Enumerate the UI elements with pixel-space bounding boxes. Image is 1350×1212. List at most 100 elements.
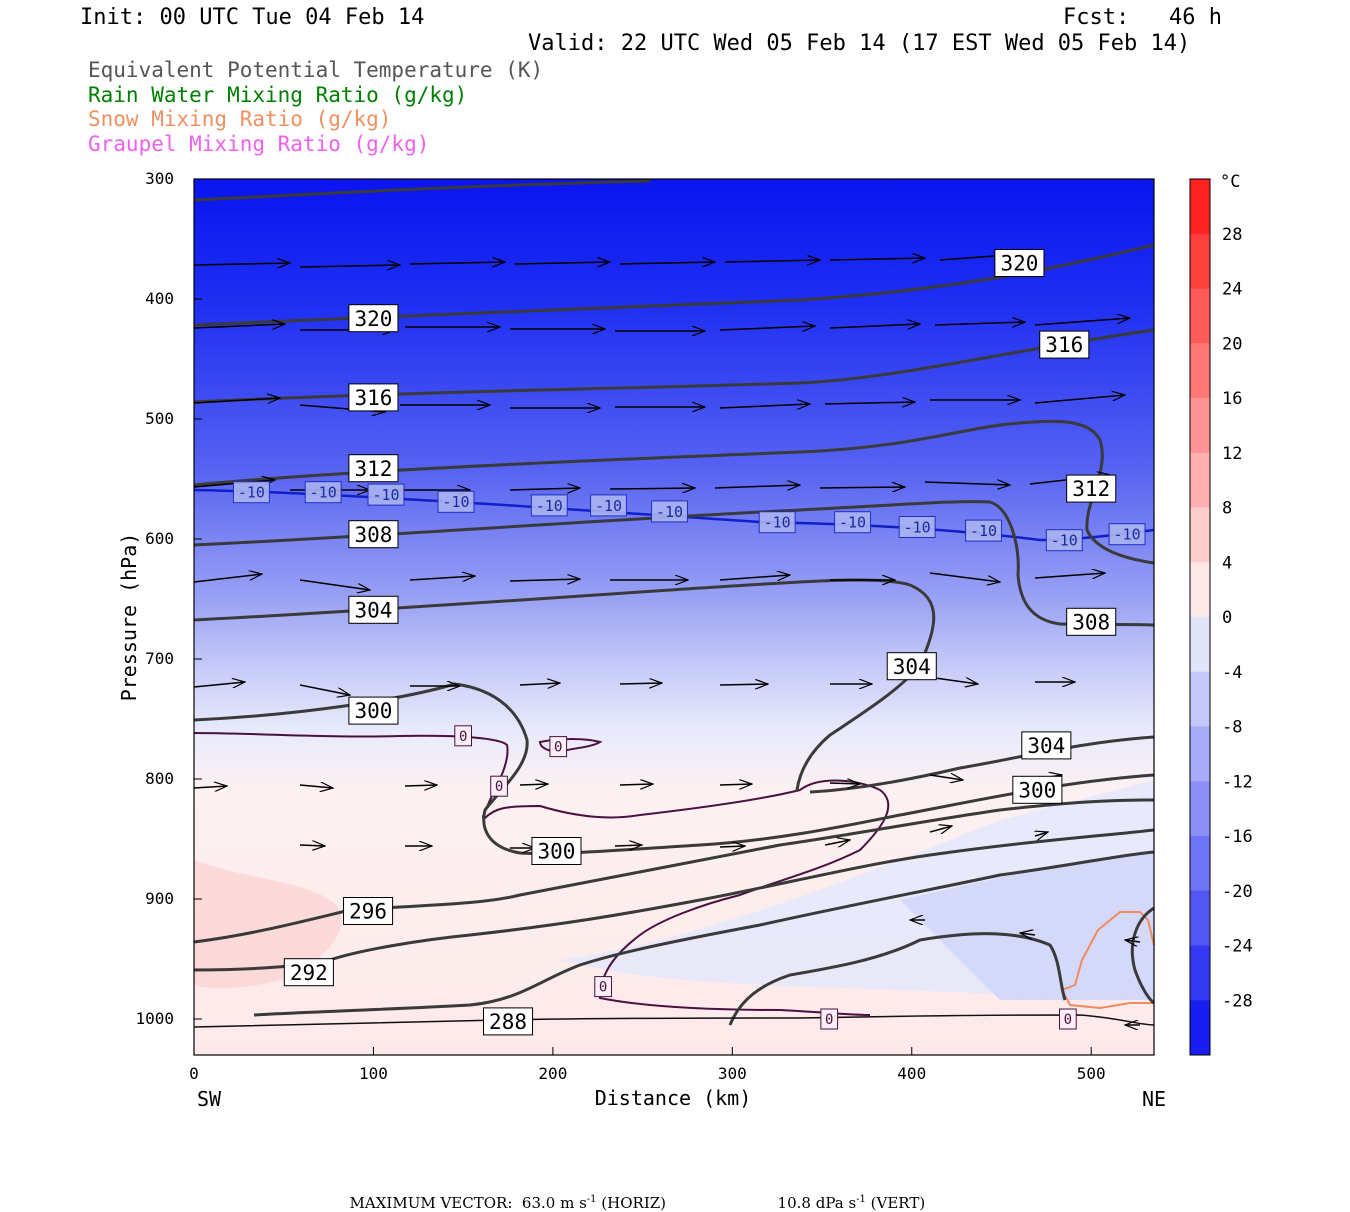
zero-isotherm-label-box bbox=[1059, 1008, 1077, 1030]
theta-e-right-edge-line bbox=[1130, 906, 1155, 1005]
wind-vector bbox=[924, 482, 1010, 485]
theta-e-label-box bbox=[482, 1007, 534, 1036]
x-tick-label: 0 bbox=[189, 1064, 199, 1083]
max-vector-text: MAXIMUM VECTOR: 63.0 m s bbox=[349, 1194, 587, 1212]
theta-e-label-box bbox=[343, 897, 394, 925]
isotherm-label-text: -10 bbox=[764, 514, 791, 532]
isotherm-label-box bbox=[965, 519, 1002, 542]
colorbar-segment bbox=[1190, 507, 1210, 563]
theta-e-label-text: 312 bbox=[354, 457, 392, 481]
theta-e-label: 304 bbox=[1021, 731, 1072, 760]
theta-e-label: 292 bbox=[283, 958, 334, 987]
isotherm-label-text: -10 bbox=[372, 486, 399, 504]
zero-isotherm-label-text: 0 bbox=[1064, 1012, 1072, 1028]
zero-isotherm-label: 0 bbox=[454, 725, 472, 747]
theta-e-lower-right-line bbox=[728, 932, 1067, 1026]
wind-vector bbox=[619, 683, 662, 684]
horiz-suffix: (HORIZ) bbox=[596, 1194, 667, 1212]
wind-vector bbox=[409, 262, 505, 264]
theta-e-label-text: 304 bbox=[893, 655, 931, 679]
zero-isotherm-label-text: 0 bbox=[459, 729, 467, 745]
colorbar-tick-label: -12 bbox=[1222, 772, 1253, 792]
theta-e-label: 312 bbox=[348, 454, 399, 483]
colorbar-tick-label: -8 bbox=[1222, 718, 1242, 738]
isotherm-label-text: -10 bbox=[238, 484, 265, 502]
isotherm-label-box bbox=[304, 481, 342, 504]
theta-e-label-box bbox=[1066, 607, 1117, 636]
isotherm-label-text: -10 bbox=[310, 484, 337, 502]
x-tick-label: 300 bbox=[718, 1064, 747, 1083]
theta-e-label-text: 304 bbox=[1027, 734, 1065, 758]
wind-vector bbox=[509, 579, 580, 581]
wind-vector bbox=[829, 258, 925, 260]
theta-e-label: 300 bbox=[1012, 775, 1063, 804]
legend-theta-e: Equivalent Potential Temperature (K) bbox=[88, 58, 544, 82]
wind-vector bbox=[719, 575, 790, 580]
zero-isotherm-label-box bbox=[549, 736, 568, 758]
colorbar-segment bbox=[1190, 179, 1210, 235]
theta-e-label: 308 bbox=[1066, 607, 1117, 636]
colorbar-segment bbox=[1190, 617, 1210, 673]
colorbar-segment bbox=[1190, 233, 1210, 289]
isotherm-label: -10 bbox=[651, 500, 688, 523]
theta-e-304-line bbox=[193, 578, 936, 791]
zero-isotherm-label-text: 0 bbox=[825, 1012, 833, 1028]
theta-e-label-box bbox=[348, 454, 399, 483]
colorbar-segment bbox=[1190, 343, 1210, 399]
wind-vector bbox=[619, 262, 715, 264]
surface-line bbox=[193, 1014, 1155, 1028]
colorbar-segment bbox=[1190, 781, 1210, 837]
x-axis-label: Distance (km) bbox=[595, 1086, 752, 1110]
theta-e-label-text: 316 bbox=[354, 386, 392, 410]
theta-e-label: 308 bbox=[348, 520, 399, 549]
theta-e-288-line bbox=[253, 850, 1155, 1017]
wind-vector bbox=[1034, 573, 1105, 578]
x-tick-label: 500 bbox=[1077, 1064, 1106, 1083]
isotherm-label: -10 bbox=[367, 483, 405, 506]
isotherm-label-box bbox=[651, 500, 688, 523]
isotherm-label-box bbox=[758, 511, 796, 534]
zero-isotherm-label: 0 bbox=[490, 775, 508, 797]
colorbar-tick-label: -20 bbox=[1222, 882, 1253, 902]
x-tick-label: 400 bbox=[897, 1064, 926, 1083]
isotherm-label-text: -10 bbox=[839, 514, 866, 532]
isotherm-label: -10 bbox=[965, 519, 1002, 542]
colorbar-tick-label: 12 bbox=[1222, 444, 1242, 464]
colorbar-segment bbox=[1190, 562, 1210, 618]
theta-e-label: 320 bbox=[994, 249, 1045, 277]
wind-vector bbox=[934, 678, 978, 684]
wind-vector bbox=[299, 785, 333, 788]
theta-e-label-box bbox=[348, 696, 399, 725]
isotherm-label-box bbox=[590, 494, 627, 517]
init-time: Init: 00 UTC Tue 04 Feb 14 bbox=[80, 5, 425, 30]
theta-e-label: 316 bbox=[348, 383, 399, 412]
theta-e-label-text: 288 bbox=[489, 1010, 527, 1034]
wind-vector bbox=[193, 682, 245, 687]
y-tick-label: 700 bbox=[145, 649, 174, 668]
colorbar-segment bbox=[1190, 288, 1210, 344]
isotherm-label: -10 bbox=[232, 481, 270, 504]
isotherm-label-text: -10 bbox=[656, 503, 683, 521]
zero-isotherm-label-box bbox=[820, 1008, 839, 1030]
theta-e-label-box bbox=[283, 958, 334, 987]
wind-vector bbox=[404, 785, 437, 786]
isotherm-label-text: -10 bbox=[1114, 526, 1141, 544]
isotherm-label-box bbox=[530, 494, 568, 517]
theta-e-line-top bbox=[193, 179, 651, 202]
theta-e-label-box bbox=[1066, 474, 1117, 503]
isotherm-label-box bbox=[834, 511, 871, 534]
theta-e-label: 304 bbox=[886, 652, 937, 681]
wind-vector bbox=[829, 324, 920, 328]
colorbar-tick-label: 24 bbox=[1222, 280, 1242, 300]
theta-e-label-text: 316 bbox=[1045, 333, 1083, 357]
theta-e-label: 320 bbox=[348, 304, 399, 333]
wind-vector bbox=[1035, 832, 1048, 836]
zero-isotherm-label: 0 bbox=[549, 736, 568, 758]
wind-vector bbox=[299, 265, 400, 267]
colorbar-tick-label: 20 bbox=[1222, 334, 1242, 354]
theta-e-label: 288 bbox=[482, 1007, 534, 1036]
snow-contour bbox=[1060, 911, 1155, 1010]
isotherm-label: -10 bbox=[898, 516, 936, 538]
ne-label: NE bbox=[1142, 1087, 1166, 1111]
wind-vector bbox=[193, 324, 285, 328]
